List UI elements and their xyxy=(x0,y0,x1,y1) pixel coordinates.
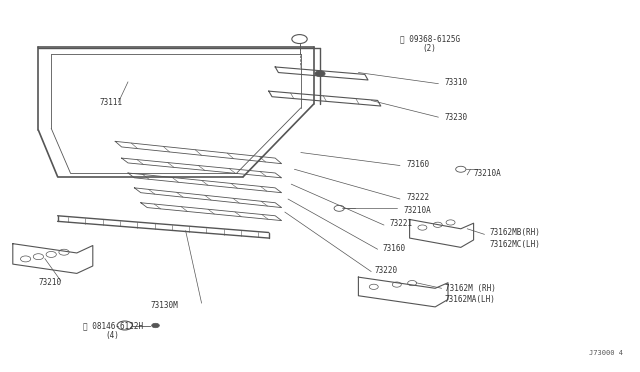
Text: Ⓑ 08146-6122H: Ⓑ 08146-6122H xyxy=(83,322,143,331)
Text: 73162M (RH): 73162M (RH) xyxy=(445,284,495,293)
Circle shape xyxy=(315,71,325,77)
Text: 73310: 73310 xyxy=(445,78,468,87)
Text: J73000 4: J73000 4 xyxy=(589,350,623,356)
Text: 73162MB(RH): 73162MB(RH) xyxy=(490,228,540,237)
Text: 73162MC(LH): 73162MC(LH) xyxy=(490,240,540,249)
Text: 73221: 73221 xyxy=(389,219,412,228)
Text: 73222: 73222 xyxy=(406,193,429,202)
Text: 73160: 73160 xyxy=(383,244,406,253)
Text: 73130M: 73130M xyxy=(150,301,178,310)
Text: 73210A: 73210A xyxy=(474,169,501,178)
Text: 73230: 73230 xyxy=(445,113,468,122)
Text: 73220: 73220 xyxy=(374,266,397,275)
Text: Ⓢ 09368-6125G: Ⓢ 09368-6125G xyxy=(400,35,460,44)
Text: 73210A: 73210A xyxy=(403,206,431,215)
Text: 73160: 73160 xyxy=(406,160,429,169)
Text: 73111: 73111 xyxy=(99,98,122,107)
Text: 73162MA(LH): 73162MA(LH) xyxy=(445,295,495,304)
Text: (2): (2) xyxy=(422,44,436,53)
Text: 73210: 73210 xyxy=(38,278,61,287)
Circle shape xyxy=(152,323,159,328)
Text: (4): (4) xyxy=(106,331,120,340)
